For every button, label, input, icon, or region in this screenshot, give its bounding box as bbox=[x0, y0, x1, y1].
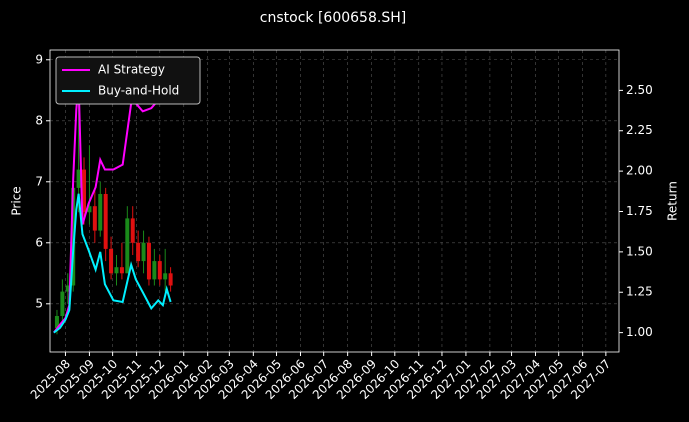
candle-body bbox=[119, 267, 124, 274]
y2-tick-label: 1.00 bbox=[626, 325, 653, 339]
candle-body bbox=[130, 218, 135, 243]
chart-title: cnstock [600658.SH] bbox=[260, 10, 406, 26]
candle-body bbox=[103, 193, 108, 249]
candle-body bbox=[136, 242, 141, 262]
candle-body bbox=[82, 169, 87, 213]
candle-body bbox=[92, 206, 97, 231]
y2-tick-label: 2.50 bbox=[626, 83, 653, 97]
candle-body bbox=[87, 206, 92, 213]
y2-tick-label: 2.25 bbox=[626, 123, 653, 137]
candle-body bbox=[60, 291, 65, 317]
y-tick-label: 6 bbox=[35, 235, 43, 249]
candle-body bbox=[168, 273, 173, 286]
candle-body bbox=[65, 285, 70, 292]
candle-body bbox=[163, 273, 168, 280]
candle-body bbox=[146, 242, 151, 280]
y2-tick-label: 1.50 bbox=[626, 244, 653, 258]
candle-body bbox=[71, 187, 76, 286]
y2-tick-label: 1.75 bbox=[626, 204, 653, 218]
candle-body bbox=[54, 316, 59, 329]
return-line bbox=[53, 193, 172, 334]
y-tick-label: 9 bbox=[35, 52, 43, 66]
y-axis-label: Price bbox=[10, 186, 24, 215]
legend-label: Buy-and-Hold bbox=[98, 84, 179, 98]
candle-body bbox=[109, 248, 114, 274]
candle-body bbox=[152, 261, 157, 280]
y2-tick-label: 1.25 bbox=[626, 285, 653, 299]
legend-box bbox=[55, 56, 201, 105]
y2-axis-label: Return bbox=[666, 181, 680, 221]
candle-body bbox=[141, 242, 146, 262]
candle-body bbox=[114, 267, 119, 274]
y2-tick-label: 2.00 bbox=[626, 164, 653, 178]
candle-body bbox=[98, 193, 103, 231]
candle-body bbox=[125, 218, 130, 274]
y-tick-label: 7 bbox=[35, 174, 43, 188]
y-tick-label: 5 bbox=[35, 296, 43, 310]
legend-label: AI Strategy bbox=[98, 63, 165, 77]
plot-frame bbox=[49, 49, 620, 353]
y-tick-label: 8 bbox=[35, 113, 43, 127]
candle-body bbox=[157, 261, 162, 280]
candle-body bbox=[76, 169, 81, 188]
